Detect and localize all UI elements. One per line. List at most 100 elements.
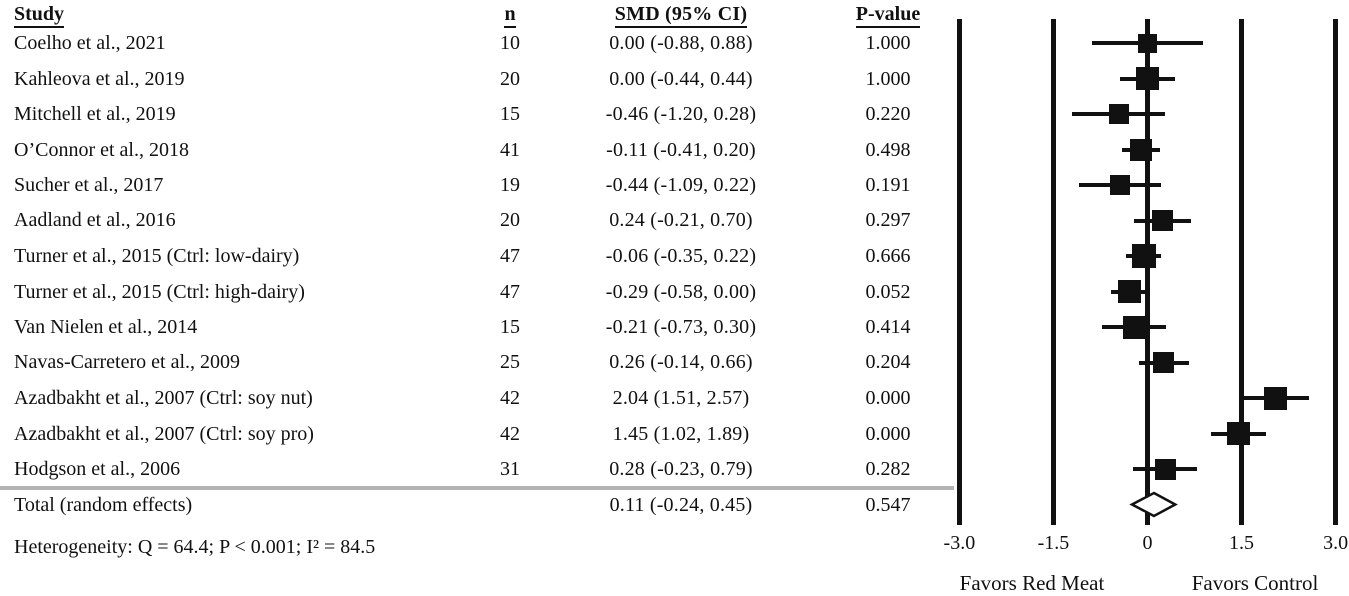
table-row: Kahleova et al., 2019 20 0.00 (-0.44, 0.… [0,61,960,97]
study-label: Aadland et al., 2016 [14,209,176,231]
axis-tick-label: 3.0 [1323,532,1349,554]
effect-square [1122,315,1146,339]
effect-square [1226,422,1250,445]
smd-ci-value: -0.21 (-0.73, 0.30) [605,316,757,338]
favors-left-label: Favors Red Meat [959,571,1105,595]
effect-square [1138,33,1157,53]
table-row: Hodgson et al., 2006 31 0.28 (-0.23, 0.7… [0,451,960,487]
p-value: 0.191 [865,174,911,196]
effect-square [1152,210,1174,231]
n-value: 19 [500,174,520,196]
n-value: 20 [500,209,520,231]
table-row: Aadland et al., 2016 20 0.24 (-0.21, 0.7… [0,202,960,238]
smd-ci-value: 0.00 (-0.88, 0.88) [609,32,753,54]
table-row: Turner et al., 2015 (Ctrl: high-dairy) 4… [0,274,960,310]
smd-ci-value: 0.24 (-0.21, 0.70) [609,209,753,231]
smd-ci-value: -0.29 (-0.58, 0.00) [605,281,757,303]
table-row: Sucher et al., 2017 19 -0.44 (-1.09, 0.2… [0,167,960,203]
effect-square [1108,104,1129,124]
effect-square [1153,352,1175,373]
total-row: Total (random effects) 0.11 (-0.24, 0.45… [0,487,960,523]
study-label: Turner et al., 2015 (Ctrl: low-dairy) [14,245,300,267]
axis-tick-label: -1.5 [1037,532,1070,554]
study-label: Turner et al., 2015 (Ctrl: high-dairy) [14,281,305,303]
study-label: Azadbakht et al., 2007 (Ctrl: soy nut) [14,387,313,409]
n-value: 15 [500,103,520,125]
study-label: Mitchell et al., 2019 [14,103,176,125]
smd-ci-value: 1.45 (1.02, 1.89) [612,423,750,445]
effect-square [1263,386,1287,410]
study-label: Kahleova et al., 2019 [14,68,185,90]
smd-ci-value: -0.06 (-0.35, 0.22) [605,245,757,267]
n-value: 47 [500,245,520,267]
n-value: 31 [500,458,520,480]
table-row: Turner et al., 2015 (Ctrl: low-dairy) 47… [0,238,960,274]
p-value: 0.220 [865,103,911,125]
effect-square [1117,280,1141,303]
p-value: 1.000 [865,68,911,90]
study-label: Sucher et al., 2017 [14,174,164,196]
axis-reference-line [1145,19,1150,525]
smd-ci-value: -0.11 (-0.41, 0.20) [606,139,756,161]
p-value: 0.666 [865,245,911,267]
heterogeneity-stats: Heterogeneity: Q = 64.4; P < 0.001; I² =… [14,536,376,558]
table-row: Mitchell et al., 2019 15 -0.46 (-1.20, 0… [0,96,960,132]
total-separator-line [0,486,954,490]
axis-reference-line [1333,19,1339,525]
smd-ci-value: 2.04 (1.51, 2.57) [612,387,750,409]
axis-reference-line [956,19,962,525]
p-value: 1.000 [865,32,911,54]
p-value: 0.052 [865,281,911,303]
study-label: O’Connor et al., 2018 [14,139,189,161]
p-value: 0.000 [865,423,911,445]
axis-reference-line [1239,19,1245,525]
header-p-value: P-value [826,0,950,36]
smd-ci-value: -0.46 (-1.20, 0.28) [605,103,757,125]
p-value: 0.000 [865,387,911,409]
axis-tick-label: 1.5 [1229,532,1255,554]
total-diamond [1129,491,1179,518]
header-smd-ci: SMD (95% CI) [570,0,792,36]
axis-tick-label: -3.0 [943,532,976,554]
p-value: 0.414 [865,316,911,338]
study-label: Azadbakht et al., 2007 (Ctrl: soy pro) [14,423,314,445]
smd-ci-value: 0.26 (-0.14, 0.66) [609,351,753,373]
effect-square [1154,458,1176,480]
header-n: n [478,0,542,36]
p-value: 0.204 [865,351,911,373]
table-row: Navas-Carretero et al., 2009 25 0.26 (-0… [0,344,960,380]
table-row: O’Connor et al., 2018 41 -0.11 (-0.41, 0… [0,132,960,168]
p-value: 0.498 [865,139,911,161]
effect-square [1109,175,1130,195]
n-value: 15 [500,316,520,338]
n-value: 20 [500,68,520,90]
n-value: 47 [500,281,520,303]
effect-square [1131,244,1156,268]
n-value: 25 [500,351,520,373]
total-p-value: 0.547 [865,494,911,516]
n-value: 10 [500,32,520,54]
axis-reference-line [1050,19,1056,525]
p-value: 0.282 [865,458,911,480]
p-value: 0.297 [865,209,911,231]
favors-right-label: Favors Control [1191,571,1319,595]
table-row: Coelho et al., 2021 10 0.00 (-0.88, 0.88… [0,25,960,61]
n-value: 41 [500,139,520,161]
study-label: Coelho et al., 2021 [14,32,166,54]
axis-tick-label: 0 [1142,532,1153,554]
header-study: Study [14,0,464,36]
effect-square [1136,67,1159,90]
table-row: Van Nielen et al., 2014 15 -0.21 (-0.73,… [0,309,960,345]
table-header-row: Study n SMD (95% CI) P-value [0,0,960,30]
total-smd-ci: 0.11 (-0.24, 0.45) [609,494,753,516]
table-row: Azadbakht et al., 2007 (Ctrl: soy pro) 4… [0,416,960,452]
study-label: Hodgson et al., 2006 [14,458,181,480]
total-label: Total (random effects) [14,494,193,516]
table-row: Azadbakht et al., 2007 (Ctrl: soy nut) 4… [0,380,960,416]
effect-square [1129,138,1152,161]
smd-ci-value: -0.44 (-1.09, 0.22) [605,174,757,196]
smd-ci-value: 0.28 (-0.23, 0.79) [609,458,753,480]
study-label: Van Nielen et al., 2014 [14,316,198,338]
